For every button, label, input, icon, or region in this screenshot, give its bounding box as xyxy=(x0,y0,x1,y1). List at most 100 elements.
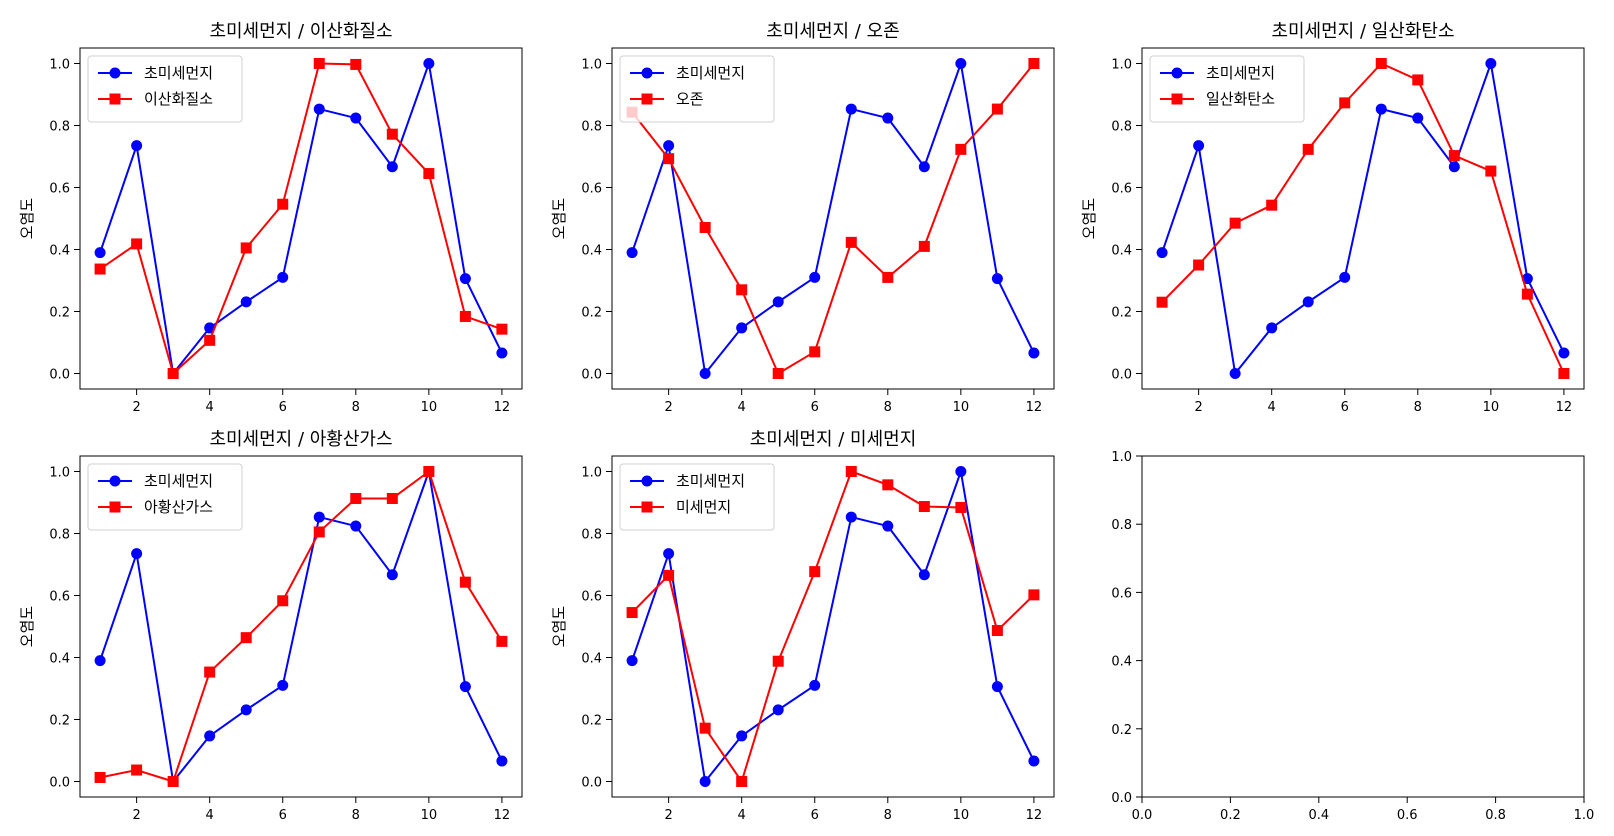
data-point xyxy=(131,764,143,776)
data-point xyxy=(94,771,106,783)
data-point xyxy=(772,655,784,667)
data-point xyxy=(386,128,398,140)
data-point xyxy=(131,238,143,250)
data-point xyxy=(1229,368,1241,379)
chart-title: 초미세먼지 / 미세먼지 xyxy=(750,429,917,450)
x-tick-label: 2 xyxy=(1194,400,1202,415)
chart-title: 초미세먼지 / 이산화질소 xyxy=(209,21,392,42)
data-point xyxy=(626,247,638,259)
data-point xyxy=(1302,143,1314,155)
series-line xyxy=(99,470,503,783)
data-point xyxy=(423,168,435,180)
series-2 xyxy=(94,466,508,787)
data-point xyxy=(1266,199,1278,211)
x-tick-label: 8 xyxy=(1414,400,1422,415)
y-tick-label: 0.4 xyxy=(1111,655,1132,670)
chart-title: 초미세먼지 / 아황산가스 xyxy=(209,429,392,450)
legend-marker xyxy=(109,93,121,105)
y-tick-label: 0.8 xyxy=(1111,120,1132,135)
data-point xyxy=(313,103,325,115)
y-axis-label: 오염도 xyxy=(550,606,568,648)
data-point xyxy=(350,58,362,70)
x-tick-label: 2 xyxy=(664,808,672,823)
x-tick-label: 4 xyxy=(1268,400,1276,415)
y-tick-label: 0.4 xyxy=(49,244,70,259)
data-point xyxy=(423,58,435,69)
series-line xyxy=(99,470,503,783)
data-point xyxy=(955,501,967,513)
series-line xyxy=(631,470,1035,783)
data-point xyxy=(94,655,106,667)
x-tick-label: 12 xyxy=(1026,808,1043,823)
legend-label: 오존 xyxy=(676,90,704,108)
data-point xyxy=(1339,97,1351,109)
legend-marker xyxy=(641,67,653,79)
data-point xyxy=(350,112,362,124)
chart-title: 초미세먼지 / 오존 xyxy=(766,21,899,42)
y-tick-label: 0.8 xyxy=(581,528,602,543)
x-tick-label: 6 xyxy=(811,400,819,415)
x-tick-label: 12 xyxy=(1556,400,1573,415)
y-tick-label: 0.4 xyxy=(581,244,602,259)
data-point xyxy=(699,776,711,787)
y-tick-label: 0.6 xyxy=(581,182,602,197)
data-point xyxy=(167,776,179,787)
data-point xyxy=(240,296,252,308)
legend-item: 초미세먼지 xyxy=(98,472,213,490)
legend-marker xyxy=(641,475,653,487)
data-point xyxy=(1302,296,1314,308)
data-point xyxy=(1028,755,1040,767)
data-point xyxy=(699,221,711,233)
data-point xyxy=(94,263,106,275)
x-tick-label: 12 xyxy=(494,400,511,415)
data-point xyxy=(459,576,471,588)
data-point xyxy=(918,161,930,173)
axes-frame xyxy=(611,47,1055,390)
data-point xyxy=(94,247,106,259)
y-tick-label: 0.0 xyxy=(581,368,602,383)
data-point xyxy=(663,153,675,165)
data-point xyxy=(277,271,289,283)
axes-frame xyxy=(79,455,523,798)
y-tick-label: 1.0 xyxy=(581,466,602,481)
legend-item: 초미세먼지 xyxy=(1160,64,1275,82)
legend-label: 이산화질소 xyxy=(144,90,213,108)
y-tick-label: 1.0 xyxy=(581,58,602,73)
data-point xyxy=(313,526,325,538)
x-tick-label: 4 xyxy=(206,808,214,823)
data-point xyxy=(736,730,748,742)
legend-label: 아황산가스 xyxy=(144,498,213,516)
data-point xyxy=(459,681,471,693)
x-tick-label: 0.6 xyxy=(1397,808,1418,823)
data-point xyxy=(1485,58,1497,69)
x-tick-label: 4 xyxy=(206,400,214,415)
data-point xyxy=(991,103,1003,115)
data-point xyxy=(699,368,711,379)
axes-frame xyxy=(79,47,523,390)
y-tick-label: 0.8 xyxy=(581,120,602,135)
x-tick-label: 0.2 xyxy=(1220,808,1241,823)
data-point xyxy=(386,569,398,581)
data-point xyxy=(736,284,748,296)
data-point xyxy=(882,479,894,491)
y-tick-label: 0.0 xyxy=(1111,368,1132,383)
data-point xyxy=(882,271,894,283)
data-point xyxy=(386,161,398,173)
legend-label: 초미세먼지 xyxy=(676,64,745,82)
series-1 xyxy=(626,466,1040,787)
axes-frame xyxy=(1141,455,1585,798)
axes-frame xyxy=(1141,47,1585,390)
data-point xyxy=(277,198,289,210)
legend-item: 초미세먼지 xyxy=(630,64,745,82)
data-point xyxy=(496,323,508,335)
series-2 xyxy=(626,466,1040,787)
subplot-1: 2 4 6 8 10 12 0.0 0.2 0.4 0.6 0.8 1.0 초미세먼지 / 이산화질소오… xyxy=(18,21,523,415)
y-tick-label: 0.4 xyxy=(1111,244,1132,259)
data-point xyxy=(1193,259,1205,271)
legend-item: 일산화탄소 xyxy=(1160,90,1275,108)
data-point xyxy=(991,625,1003,637)
